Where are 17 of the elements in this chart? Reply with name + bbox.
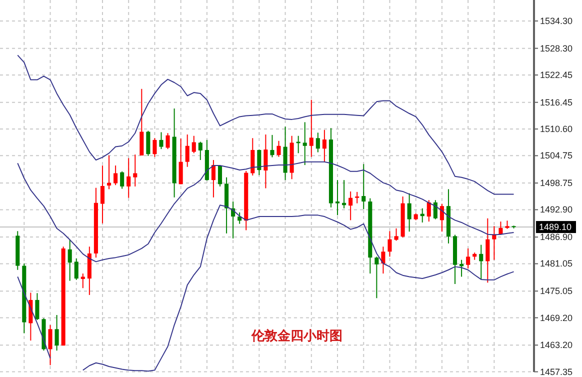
y-tick-label: 1457.35: [540, 366, 573, 377]
y-tick-label: 1534.30: [540, 16, 573, 26]
ref-label: 1489.10: [536, 221, 576, 234]
y-tick-label: 1481.05: [540, 258, 573, 269]
y-tick-label: 1522.45: [540, 70, 573, 80]
y-tick-label: 1498.75: [540, 178, 573, 188]
y-tick-label: 1504.75: [540, 150, 573, 161]
y-tick-label: 1469.20: [540, 312, 573, 323]
y-tick-label: 1475.05: [540, 286, 573, 296]
y-tick-label: 1492.90: [540, 204, 573, 215]
y-tick-label: 1463.20: [540, 340, 573, 350]
annotation: 伦敦金四小时图: [250, 328, 342, 343]
y-tick-label: 1528.30: [540, 43, 573, 54]
y-tick-label: 1510.60: [540, 124, 573, 134]
ref-line-label: 1489.10: [539, 222, 572, 232]
y-tick-label: 1486.90: [540, 232, 573, 242]
y-tick-label: 1516.45: [540, 97, 573, 108]
